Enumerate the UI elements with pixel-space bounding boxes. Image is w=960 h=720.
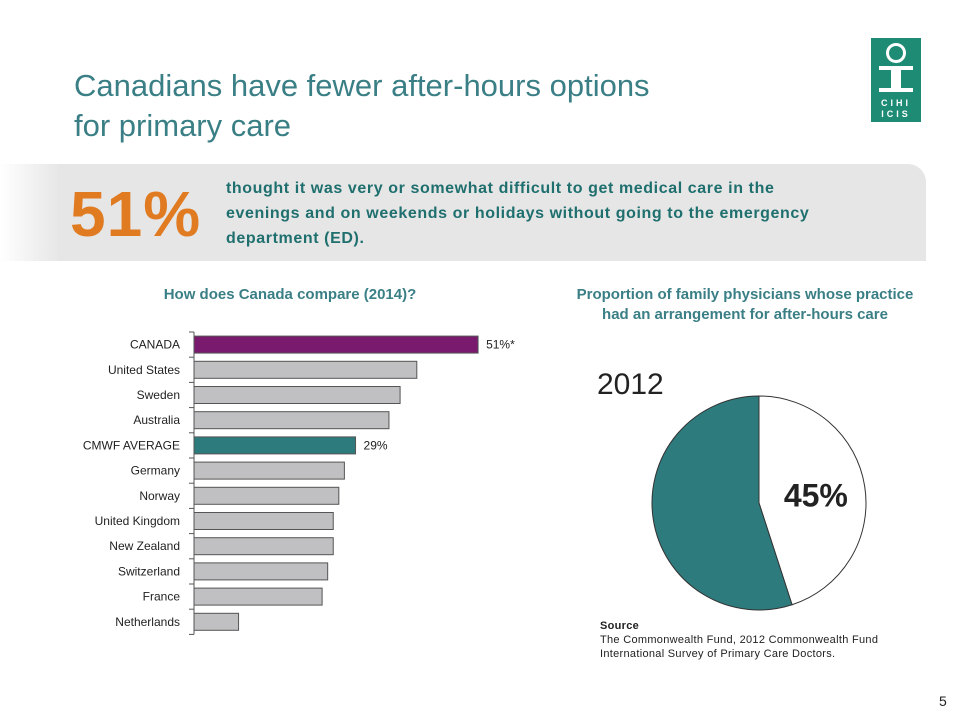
pie-slice-0: [758, 395, 867, 606]
slide-title-line-2: for primary care: [74, 108, 292, 143]
bar-sweden: [193, 386, 401, 404]
category-label-germany: Germany: [131, 464, 180, 478]
bar-cmwf-average: [193, 436, 357, 455]
pie-chart: 45%: [651, 395, 867, 611]
source-text: The Commonwealth Fund, 2012 Commonwealth…: [600, 634, 879, 660]
bar-australia: [193, 411, 390, 430]
highlight-text: thought it was very or somewhat difficul…: [226, 180, 810, 247]
category-label-switzerland: Switzerland: [118, 564, 180, 578]
slide-title-line-1: Canadians have fewer after-hours options: [74, 68, 650, 103]
source-label: Source: [600, 620, 640, 632]
category-label-australia: Australia: [133, 413, 180, 427]
logo-text-bottom: ICIS: [881, 109, 911, 119]
bar-new-zealand: [193, 537, 334, 556]
bar-united-states: [193, 360, 418, 379]
highlight-band: [0, 164, 926, 261]
category-label-norway: Norway: [139, 489, 180, 503]
bar-united-kingdom: [193, 512, 334, 530]
category-label-france: France: [143, 590, 181, 604]
category-label-netherlands: Netherlands: [115, 615, 180, 629]
category-label-cmwf-average: CMWF AVERAGE: [83, 438, 180, 452]
source-note: Source The Commonwealth Fund, 2012 Commo…: [600, 619, 930, 661]
bar-canada: [193, 335, 479, 354]
bar-chart-title: How does Canada compare (2014)?: [163, 286, 417, 303]
data-label-canada: 51%*: [486, 338, 515, 352]
slide-title: Canadians have fewer after-hours options…: [74, 66, 794, 146]
category-label-united-kingdom: United Kingdom: [95, 514, 180, 528]
bar-france: [193, 587, 323, 606]
bar-netherlands: [193, 612, 240, 631]
category-label-sweden: Sweden: [137, 388, 180, 402]
pie-chart-title: Proportion of family physicians whose pr…: [576, 286, 914, 323]
pie-year-label: 2012: [597, 368, 664, 401]
bar-chart: CANADA 51%* United States Sweden Australia CM…: [83, 331, 515, 635]
logo-text-top: CIHI: [881, 98, 911, 108]
bar-germany: [193, 461, 345, 480]
category-label-new-zealand: New Zealand: [109, 539, 180, 553]
bar-norway: [193, 486, 340, 505]
pie-slice-1: [651, 395, 793, 611]
data-label-cmwf-average: 29%: [364, 438, 388, 452]
page-number: 5: [939, 693, 947, 709]
category-label-canada: CANADA: [130, 338, 180, 352]
highlight-value: 51%: [70, 178, 202, 250]
pie-slice-label-0: 45%: [784, 478, 848, 514]
category-label-united-states: United States: [108, 363, 180, 377]
bar-switzerland: [193, 562, 329, 581]
cihi-logo: CIHI ICIS: [871, 38, 921, 122]
